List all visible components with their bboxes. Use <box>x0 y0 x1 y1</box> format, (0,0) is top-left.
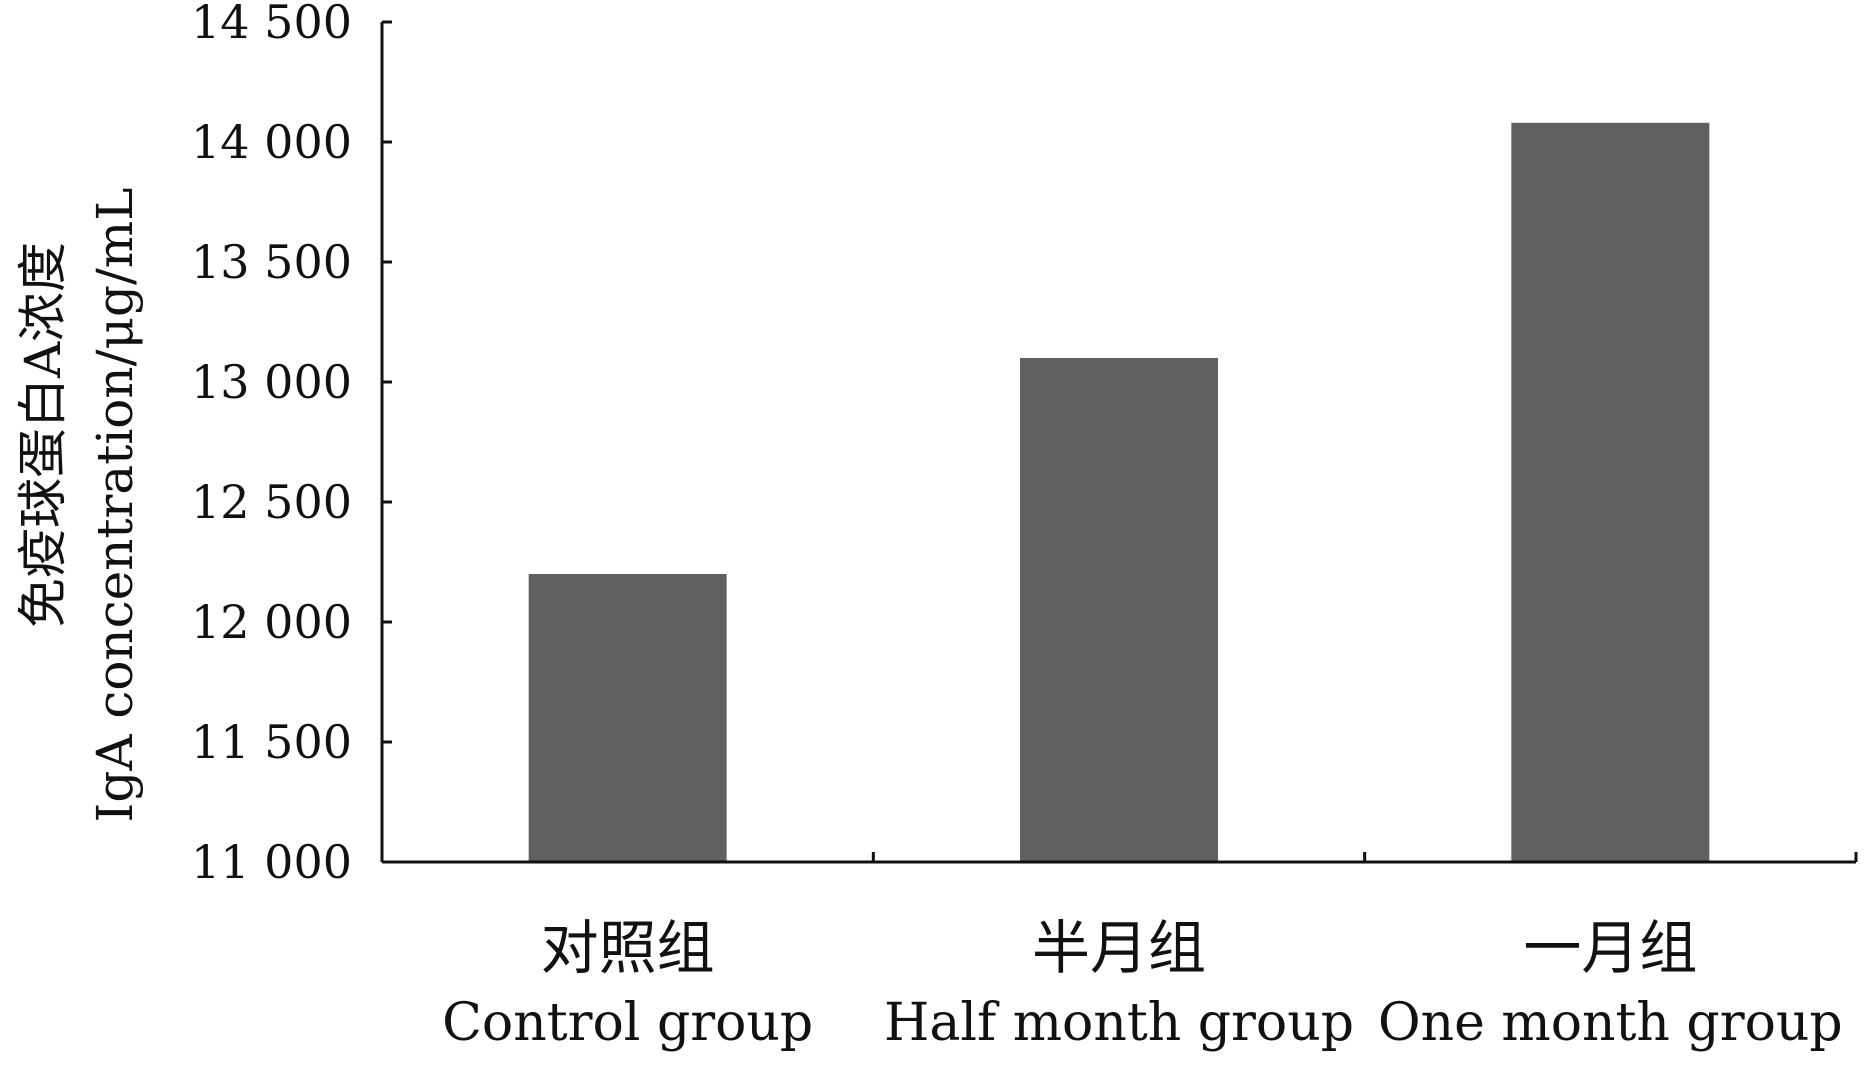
bar-2 <box>1020 358 1218 862</box>
bars-group <box>528 122 1710 863</box>
y-tick-label-6: 14 000 <box>191 115 352 169</box>
x-category-label-cn-1: 对照组 <box>541 914 715 982</box>
x-category-label-cn-2: 半月组 <box>1032 914 1206 982</box>
axes-group <box>380 22 1858 864</box>
bar-3 <box>1511 122 1710 863</box>
x-category-label-en-1: Control group <box>442 993 813 1053</box>
y-tick-label-3: 12 500 <box>191 475 352 529</box>
y-tick-label-7: 14 500 <box>191 0 352 49</box>
y-tick-label-2: 12 000 <box>191 595 352 649</box>
x-category-label-cn-3: 一月组 <box>1523 914 1697 982</box>
x-category-label-en-3: One month group <box>1378 993 1843 1053</box>
y-tick-label-4: 13 000 <box>191 355 352 409</box>
bar-1 <box>528 574 727 862</box>
x-category-label-en-2: Half month group <box>884 993 1354 1053</box>
y-tick-label-5: 13 500 <box>191 235 352 289</box>
y-axis-title-chinese: 免疫球蛋白A浓度 <box>14 242 72 628</box>
y-ticks-group: 11 000 11 500 12 000 12 500 13 000 13 500 14 0… <box>191 0 392 889</box>
y-tick-label-1: 11 500 <box>191 715 352 769</box>
y-axis-title-english: IgA concentration/μg/mL <box>86 188 144 823</box>
x-labels-group: 对照组 Control group 半月组 Half month group 一月组 On… <box>442 914 1843 1053</box>
y-axis-title: 免疫球蛋白A浓度 IgA concentration/μg/mL <box>14 188 144 823</box>
y-tick-label-0: 11 000 <box>191 835 352 889</box>
